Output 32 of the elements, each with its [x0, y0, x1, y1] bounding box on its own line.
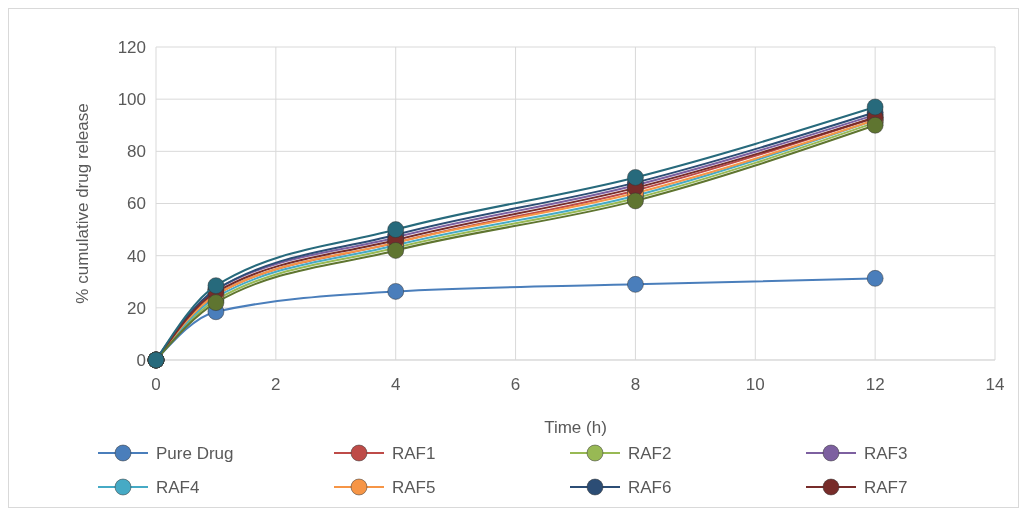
y-tick-label: 80	[127, 142, 146, 162]
point	[387, 221, 404, 238]
point	[207, 277, 225, 294]
legend-label: RAF4	[156, 477, 200, 497]
x-tick-label: 4	[390, 375, 401, 394]
legend-label: RAF5	[392, 477, 436, 497]
x-tick-label: 12	[865, 375, 885, 394]
x-axis-title: Time (h)	[544, 418, 607, 437]
point	[866, 98, 884, 116]
x-tick-label: 10	[745, 375, 765, 394]
point	[627, 169, 644, 186]
legend-label: RAF1	[392, 443, 436, 463]
legend-label: RAF6	[628, 477, 672, 497]
legend-label: RAF2	[628, 443, 672, 463]
point	[627, 276, 644, 293]
y-tick-label: 120	[117, 37, 146, 57]
legend-label: Pure Drug	[156, 443, 234, 463]
x-tick-label: 8	[630, 375, 641, 394]
y-tick-label: 40	[127, 246, 146, 266]
y-tick-label: 20	[127, 298, 146, 318]
y-tick-label: 0	[136, 350, 146, 370]
x-tick-label: 14	[985, 375, 1005, 394]
y-tick-label: 100	[117, 90, 146, 110]
point	[387, 283, 404, 300]
legend-label: RAF7	[864, 477, 908, 497]
legend-label: RAF3	[864, 443, 908, 463]
x-tick-label: 2	[271, 375, 281, 394]
y-tick-label: 60	[127, 194, 146, 214]
y-axis-title: % cumulative drug release	[73, 103, 92, 304]
x-tick-label: 0	[151, 375, 161, 394]
point	[866, 270, 884, 287]
x-tick-label: 6	[510, 375, 521, 394]
